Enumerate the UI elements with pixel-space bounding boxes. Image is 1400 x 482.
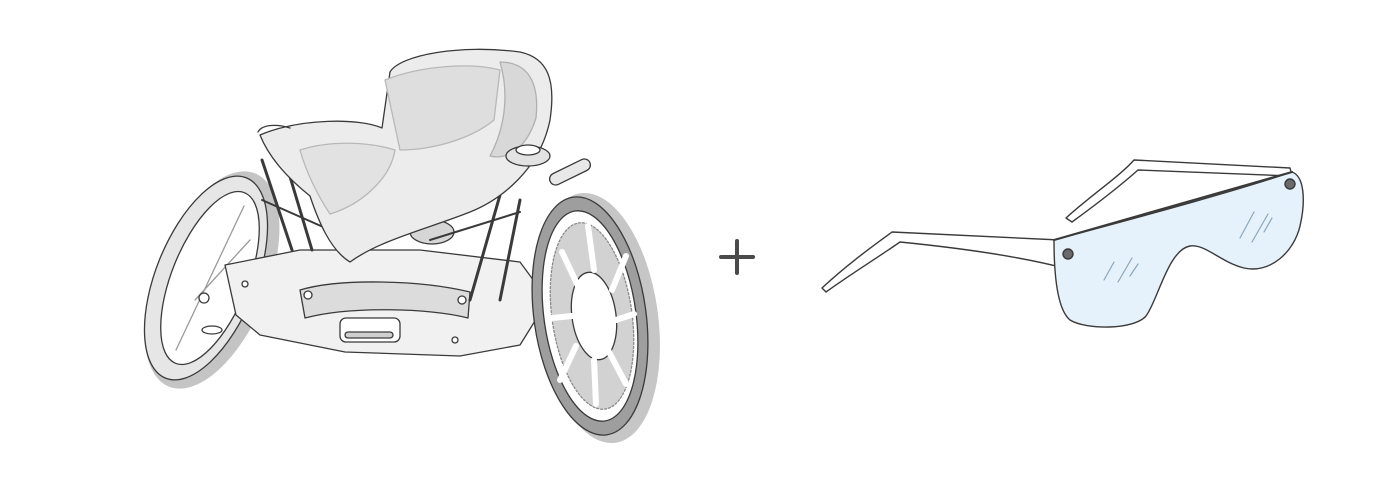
- smart-glasses-icon: [821, 159, 1304, 328]
- plus-icon: [719, 239, 755, 275]
- near-temple-arm: [821, 231, 1065, 293]
- top-rim: [1052, 170, 1294, 242]
- lens-shield: [1053, 171, 1304, 328]
- frame: [224, 249, 549, 357]
- seat: [257, 48, 553, 263]
- right-hinge-icon: [1284, 178, 1296, 190]
- right-wheel: [531, 192, 660, 444]
- left-wheel: [143, 171, 280, 389]
- left-hinge-icon: [1062, 248, 1074, 260]
- racing-wheelchair-icon: [143, 48, 660, 444]
- lens-glare: [1103, 211, 1273, 283]
- steering-knob: [505, 144, 592, 186]
